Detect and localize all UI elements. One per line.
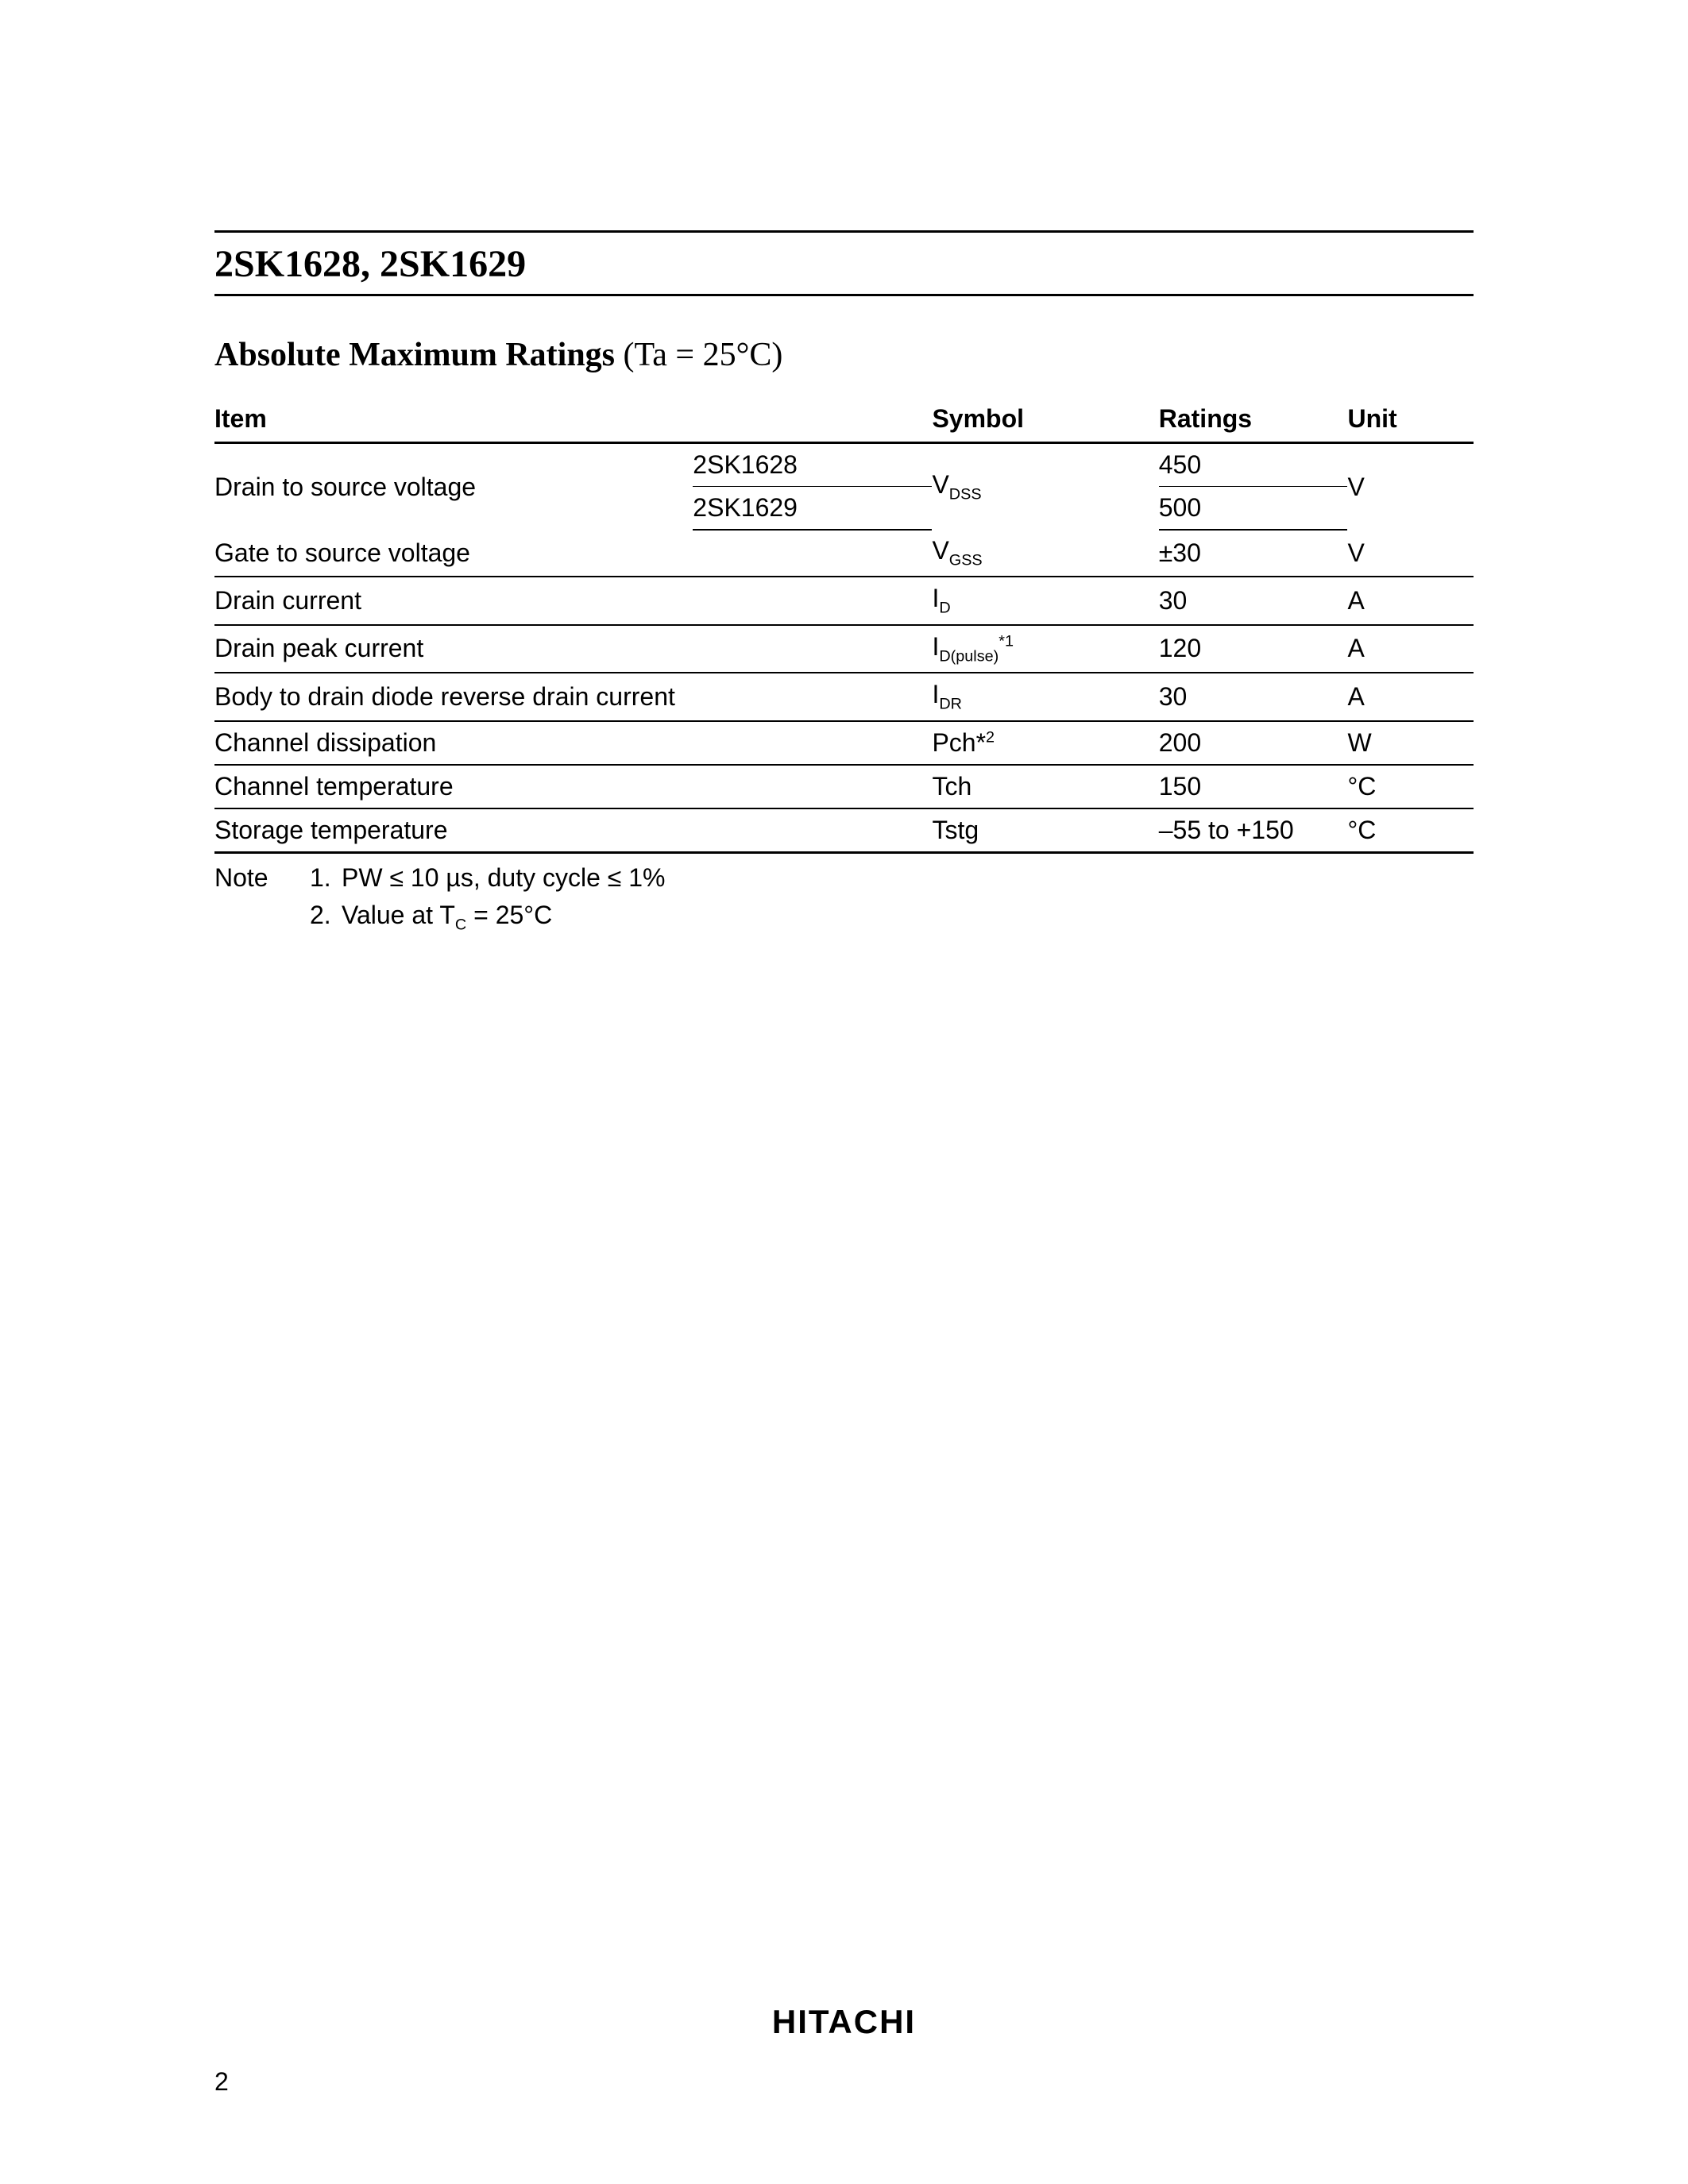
- symbol-base: Pch*: [932, 728, 986, 757]
- cell-unit: W: [1347, 721, 1474, 765]
- col-header-item: Item: [214, 396, 932, 443]
- cell-item: Channel dissipation: [214, 721, 932, 765]
- cell-symbol: Pch*2: [932, 721, 1158, 765]
- cell-rating: 500: [1159, 487, 1348, 531]
- cell-symbol: ID: [932, 577, 1158, 624]
- cell-item: Drain peak current: [214, 625, 932, 673]
- table-row: Body to drain diode reverse drain curren…: [214, 673, 1474, 720]
- table-row: Channel temperature Tch 150 °C: [214, 765, 1474, 808]
- cell-item: Channel temperature: [214, 765, 932, 808]
- cell-symbol: ID(pulse)*1: [932, 625, 1158, 673]
- cell-rating: –55 to +150: [1159, 808, 1348, 853]
- col-header-unit: Unit: [1347, 396, 1474, 443]
- cell-rating: 450: [1159, 443, 1348, 487]
- table-row: Storage temperature Tstg –55 to +150 °C: [214, 808, 1474, 853]
- symbol-sup: 2: [986, 728, 995, 746]
- symbol-sup: *1: [999, 632, 1014, 650]
- note-text-sub: C: [455, 916, 466, 933]
- table-row: Channel dissipation Pch*2 200 W: [214, 721, 1474, 765]
- page-title: 2SK1628, 2SK1629: [214, 243, 526, 285]
- note-text-part: = 25°C: [466, 901, 552, 929]
- section-title-condition: (Ta = 25°C): [615, 337, 782, 373]
- symbol-base: I: [932, 632, 939, 661]
- cell-unit: V: [1347, 443, 1474, 531]
- note-line: 2.Value at TC = 25°C: [310, 901, 665, 934]
- table-row: Drain to source voltage 2SK1628 VDSS 450…: [214, 443, 1474, 487]
- cell-model: 2SK1629: [693, 487, 932, 531]
- symbol-base: I: [932, 680, 939, 708]
- cell-item: Storage temperature: [214, 808, 932, 853]
- cell-item: Gate to source voltage: [214, 530, 932, 577]
- cell-model: 2SK1628: [693, 443, 932, 487]
- symbol-sub: DSS: [949, 485, 982, 503]
- notes-block: Note 1.PW ≤ 10 µs, duty cycle ≤ 1% 2.Val…: [214, 863, 1474, 942]
- section-title-main: Absolute Maximum Ratings: [214, 337, 615, 373]
- cell-unit: A: [1347, 577, 1474, 624]
- cell-symbol: Tstg: [932, 808, 1158, 853]
- note-number: 1.: [310, 863, 342, 893]
- col-header-symbol: Symbol: [932, 396, 1158, 443]
- note-text-part: Value at T: [342, 901, 455, 929]
- brand-logo: HITACHI: [0, 2003, 1688, 2041]
- cell-rating: 150: [1159, 765, 1348, 808]
- cell-rating: 120: [1159, 625, 1348, 673]
- symbol-sub: D(pulse): [939, 647, 999, 665]
- cell-item: Body to drain diode reverse drain curren…: [214, 673, 932, 720]
- cell-unit: °C: [1347, 808, 1474, 853]
- cell-rating: 30: [1159, 673, 1348, 720]
- symbol-sub: D: [939, 600, 950, 617]
- ratings-table: Item Symbol Ratings Unit Drain to source…: [214, 396, 1474, 854]
- note-text: Value at TC = 25°C: [342, 901, 552, 929]
- table-row: Drain peak current ID(pulse)*1 120 A: [214, 625, 1474, 673]
- cell-symbol: VDSS: [932, 443, 1158, 531]
- title-bar: 2SK1628, 2SK1629: [214, 230, 1474, 296]
- symbol-base: I: [932, 584, 939, 612]
- symbol-base: V: [932, 470, 948, 499]
- note-number: 2.: [310, 901, 342, 930]
- cell-unit: °C: [1347, 765, 1474, 808]
- cell-rating: 30: [1159, 577, 1348, 624]
- section-title: Absolute Maximum Ratings (Ta = 25°C): [214, 336, 1474, 374]
- cell-rating: 200: [1159, 721, 1348, 765]
- note-text: PW ≤ 10 µs, duty cycle ≤ 1%: [342, 863, 665, 892]
- symbol-sub: GSS: [949, 551, 983, 569]
- table-row: Drain current ID 30 A: [214, 577, 1474, 624]
- notes-items: 1.PW ≤ 10 µs, duty cycle ≤ 1% 2.Value at…: [310, 863, 665, 942]
- symbol-base: V: [932, 536, 948, 565]
- table-header-row: Item Symbol Ratings Unit: [214, 396, 1474, 443]
- cell-unit: A: [1347, 673, 1474, 720]
- datasheet-page: 2SK1628, 2SK1629 Absolute Maximum Rating…: [0, 0, 1688, 942]
- cell-symbol: VGSS: [932, 530, 1158, 577]
- page-number: 2: [214, 2067, 229, 2097]
- cell-unit: V: [1347, 530, 1474, 577]
- cell-symbol: Tch: [932, 765, 1158, 808]
- cell-unit: A: [1347, 625, 1474, 673]
- cell-item: Drain to source voltage: [214, 443, 693, 531]
- note-line: 1.PW ≤ 10 µs, duty cycle ≤ 1%: [310, 863, 665, 893]
- cell-item: Drain current: [214, 577, 932, 624]
- cell-rating: ±30: [1159, 530, 1348, 577]
- cell-symbol: IDR: [932, 673, 1158, 720]
- symbol-sub: DR: [939, 696, 962, 713]
- table-row: Gate to source voltage VGSS ±30 V: [214, 530, 1474, 577]
- notes-label: Note: [214, 863, 310, 942]
- col-header-ratings: Ratings: [1159, 396, 1348, 443]
